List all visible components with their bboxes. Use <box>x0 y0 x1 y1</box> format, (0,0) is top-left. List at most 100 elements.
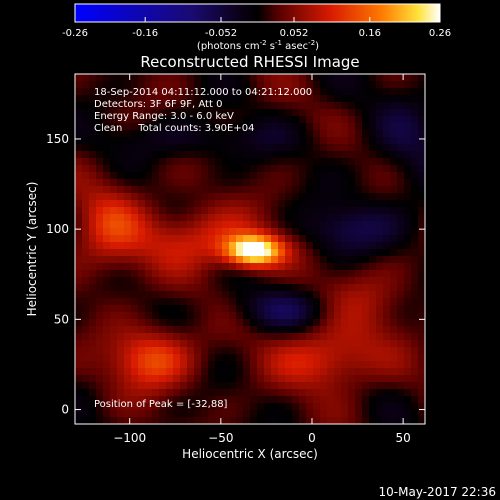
heatmap-cell <box>138 221 146 229</box>
heatmap-cell <box>243 228 251 236</box>
heatmap-cell <box>320 158 328 166</box>
heatmap-cell <box>278 144 286 152</box>
heatmap-cell <box>166 151 174 159</box>
heatmap-cell <box>250 368 258 376</box>
heatmap-cell <box>397 249 405 257</box>
heatmap-cell <box>299 270 307 278</box>
heatmap-cell <box>285 263 293 271</box>
heatmap-cell <box>250 340 258 348</box>
heatmap-cell <box>117 165 125 173</box>
heatmap-cell <box>110 361 118 369</box>
heatmap-cell <box>292 382 300 390</box>
heatmap-cell <box>327 354 335 362</box>
heatmap-cell <box>348 165 356 173</box>
heatmap-cell <box>103 333 111 341</box>
heatmap-cell <box>334 375 342 383</box>
heatmap-cell <box>96 319 104 327</box>
heatmap-cell <box>306 172 314 180</box>
heatmap-cell <box>285 354 293 362</box>
heatmap-cell <box>257 151 265 159</box>
heatmap-cell <box>390 382 398 390</box>
heatmap-cell <box>201 375 209 383</box>
heatmap-cell <box>271 396 279 404</box>
heatmap-cell <box>75 256 83 264</box>
heatmap-cell <box>285 368 293 376</box>
heatmap-cell <box>243 81 251 89</box>
heatmap-cell <box>320 291 328 299</box>
heatmap-cell <box>362 347 370 355</box>
heatmap-cell <box>208 361 216 369</box>
heatmap-cell <box>187 81 195 89</box>
heatmap-cell <box>194 116 202 124</box>
heatmap-cell <box>383 361 391 369</box>
heatmap-cell <box>236 375 244 383</box>
heatmap-cell <box>110 368 118 376</box>
heatmap-cell <box>383 88 391 96</box>
heatmap-cell <box>341 95 349 103</box>
heatmap-cell <box>306 410 314 418</box>
heatmap-cell <box>278 158 286 166</box>
heatmap-cell <box>404 102 412 110</box>
heatmap-cell <box>201 186 209 194</box>
heatmap-cell <box>215 396 223 404</box>
heatmap-cell <box>208 123 216 131</box>
heatmap-cell <box>264 200 272 208</box>
heatmap-cell <box>236 144 244 152</box>
heatmap-cell <box>138 228 146 236</box>
heatmap-cell <box>334 74 342 82</box>
heatmap-cell <box>180 368 188 376</box>
heatmap-cell <box>418 151 426 159</box>
heatmap-cell <box>138 172 146 180</box>
heatmap-cell <box>278 81 286 89</box>
heatmap-cell <box>152 242 160 250</box>
heatmap-cell <box>334 333 342 341</box>
heatmap-cell <box>299 81 307 89</box>
heatmap-cell <box>131 200 139 208</box>
heatmap-cell <box>229 347 237 355</box>
heatmap-cell <box>201 151 209 159</box>
heatmap-cell <box>173 417 181 425</box>
heatmap-cell <box>376 263 384 271</box>
heatmap-cell <box>75 347 83 355</box>
heatmap-cell <box>341 123 349 131</box>
heatmap-cell <box>250 221 258 229</box>
colorbar-tick-label: 0.16 <box>359 28 381 39</box>
heatmap-cell <box>180 158 188 166</box>
heatmap-cell <box>341 81 349 89</box>
heatmap-cell <box>131 172 139 180</box>
heatmap-cell <box>348 123 356 131</box>
heatmap-cell <box>404 95 412 103</box>
heatmap-cell <box>411 249 419 257</box>
heatmap-cell <box>306 228 314 236</box>
heatmap-cell <box>320 207 328 215</box>
heatmap-cell <box>362 319 370 327</box>
heatmap-cell <box>208 375 216 383</box>
heatmap-cell <box>117 137 125 145</box>
heatmap-cell <box>313 228 321 236</box>
heatmap-cell <box>194 228 202 236</box>
heatmap-cell <box>201 116 209 124</box>
heatmap-cell <box>390 74 398 82</box>
heatmap-cell <box>180 172 188 180</box>
heatmap-cell <box>166 389 174 397</box>
heatmap-cell <box>138 354 146 362</box>
heatmap-cell <box>313 410 321 418</box>
heatmap-cell <box>110 284 118 292</box>
heatmap-cell <box>159 130 167 138</box>
heatmap-cell <box>257 95 265 103</box>
heatmap-cell <box>201 410 209 418</box>
heatmap-cell <box>404 200 412 208</box>
heatmap-cell <box>376 396 384 404</box>
heatmap-cell <box>215 389 223 397</box>
heatmap-cell <box>264 95 272 103</box>
heatmap-cell <box>89 228 97 236</box>
heatmap-cell <box>313 263 321 271</box>
heatmap-cell <box>404 242 412 250</box>
heatmap-cell <box>187 151 195 159</box>
heatmap-cell <box>96 389 104 397</box>
heatmap-cell <box>418 284 426 292</box>
heatmap-cell <box>187 410 195 418</box>
heatmap-cell <box>341 165 349 173</box>
heatmap-cell <box>390 137 398 145</box>
heatmap-cell <box>89 200 97 208</box>
